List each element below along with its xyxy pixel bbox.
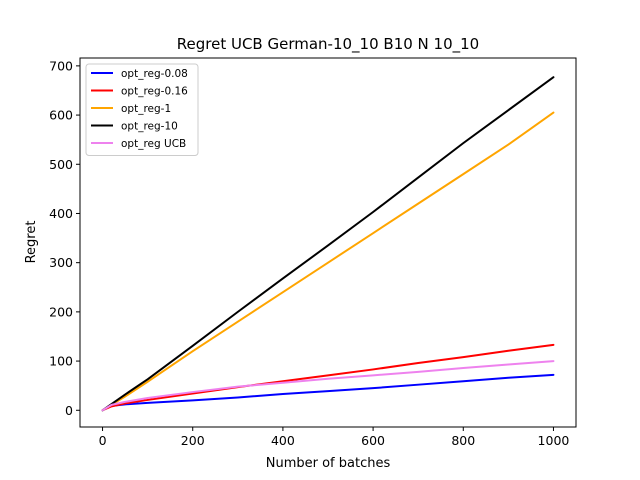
y-axis-label: Regret (24, 221, 39, 264)
legend-label: opt_reg-0.16 (121, 86, 188, 98)
x-tick-label: 200 (181, 433, 205, 448)
y-tick-label: 100 (49, 354, 73, 369)
legend-label: opt_reg-0.08 (121, 68, 188, 80)
x-axis-label: Number of batches (266, 456, 391, 471)
chart-title: Regret UCB German-10_10 B10 N 10_10 (177, 35, 479, 54)
legend-label: opt_reg UCB (121, 138, 186, 150)
y-tick-label: 0 (65, 403, 73, 418)
y-tick-label: 300 (49, 255, 73, 270)
x-tick-label: 800 (451, 433, 475, 448)
y-tick-label: 400 (49, 206, 73, 221)
legend-label: opt_reg-10 (121, 121, 178, 133)
x-tick-label: 400 (271, 433, 295, 448)
legend-label: opt_reg-1 (121, 103, 171, 115)
y-tick-label: 200 (49, 304, 73, 319)
x-tick-label: 0 (99, 433, 107, 448)
x-tick-label: 1000 (538, 433, 570, 448)
legend: opt_reg-0.08 opt_reg-0.16 opt_reg-1 opt_reg… (86, 64, 198, 156)
y-tick-label: 600 (49, 108, 73, 123)
y-tick-label: 700 (49, 58, 73, 73)
y-tick-label: 500 (49, 157, 73, 172)
x-tick-label: 600 (361, 433, 385, 448)
